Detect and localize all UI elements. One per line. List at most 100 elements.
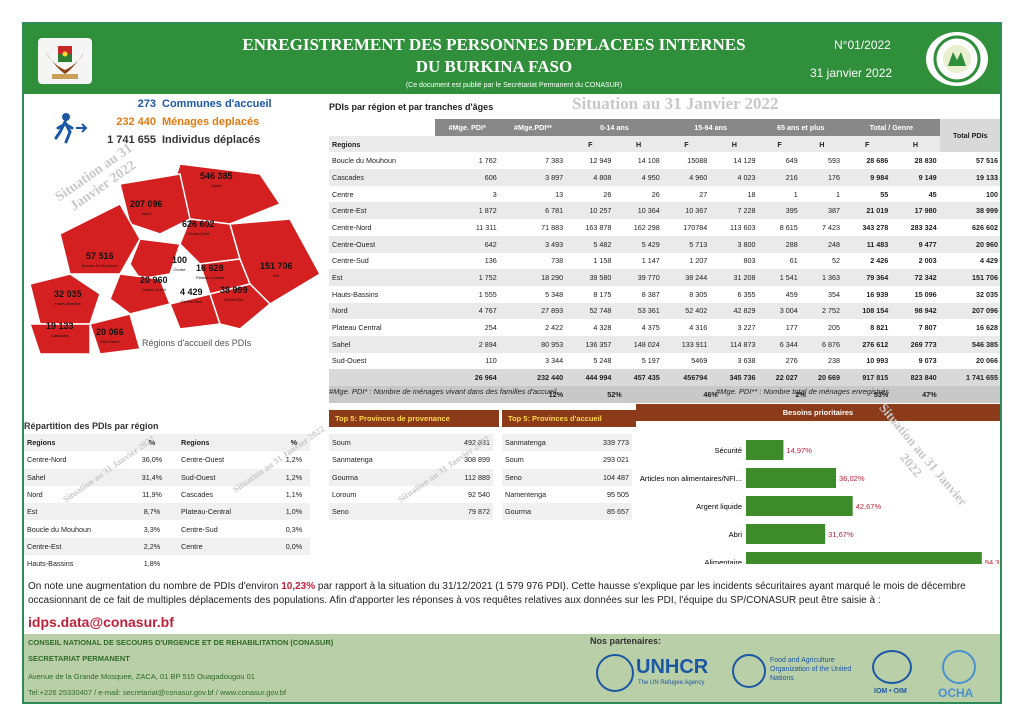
col-15-64: 15-64 ans — [662, 119, 759, 136]
table-row: Cascades 606 3 897 4 808 4 950 4 960 4 023 216 1… — [329, 169, 1000, 186]
list-item: Seno 79 872 — [329, 503, 493, 521]
infographic: ENREGISTREMENT DES PERSONNES DEPLACEES I… — [22, 22, 1002, 704]
pdi-region-table: #Mge. PDI* #Mge.PDI** 0-14 ans 15-64 ans… — [329, 119, 1000, 403]
footer-contact[interactable]: Tel:+226 25330407 / e-mail: secretariat@… — [28, 688, 287, 697]
footer-org: CONSEIL NATIONAL DE SECOURS D'URGENCE ET… — [28, 638, 334, 647]
table-row: Nord 11,9% Cascades 1,1% — [27, 490, 303, 500]
total-cell: 26 964 — [434, 369, 500, 386]
contact-email-link[interactable]: idps.data@conasur.bf — [28, 614, 174, 630]
col-mge-pdi2: #Mge.PDI** — [499, 119, 567, 136]
total-cell: 444 994 — [566, 369, 615, 386]
bar-3 — [746, 524, 826, 544]
note-mge2: #Mge. PDI** : Nombre total de ménages en… — [716, 387, 890, 396]
stat-menages: 232 440 Ménages deplacés — [116, 116, 260, 128]
conasur-logo — [924, 30, 990, 88]
list-item: Namentenga 95 505 — [505, 490, 629, 500]
table-row: Centre-Ouest 642 3 493 5 482 5 429 5 713 3 800… — [329, 235, 1000, 253]
pct-65: 2% — [758, 386, 843, 403]
bar-4 — [746, 552, 982, 572]
table-row: Est 1 752 18 290 39 580 39 770 38 244 31 208 1 … — [329, 269, 1000, 286]
total-cell: 20 669 — [800, 369, 843, 386]
total-cell: 823 840 — [891, 369, 940, 386]
table-row: Centre-Nord 36,0% Centre-Ouest 1,2% — [27, 455, 303, 465]
publisher-note: (Ce document est publié par le Secrétari… — [405, 82, 623, 89]
map-label-centre-sud: 4 429 Centre-Sud — [180, 287, 203, 305]
unhcr-icon — [596, 654, 634, 692]
bar-value-label: 14,97% — [786, 446, 812, 455]
watermark-table: Situation au 31 Janvier 2022 — [572, 94, 779, 113]
table-row: Centre-Est 1 872 6 781 10 257 10 364 10 367 7 … — [329, 202, 1000, 220]
walking-person-icon — [52, 112, 88, 151]
map-label-sud-ouest: 20 066 Sud-Ouest — [96, 327, 124, 345]
col-mge-pdi1: #Mge. PDI* — [434, 119, 500, 136]
header-banner: ENREGISTREMENT DES PERSONNES DEPLACEES I… — [24, 24, 1000, 94]
page-title: ENREGISTREMENT DES PERSONNES DEPLACEES I… — [242, 35, 746, 76]
pct-15-64: 46% — [662, 386, 759, 403]
list-item: Gourma 112 889 — [329, 468, 493, 486]
bar-value-label: 42,67% — [856, 502, 882, 511]
fao-icon — [732, 654, 766, 688]
total-cell: 22 027 — [758, 369, 801, 386]
map-label-centre-ouest: 20 960 Centre-Ouest — [140, 275, 168, 293]
footer-secretariat: SECRETARIAT PERMANENT — [28, 654, 130, 663]
map-label-plateau: 16 628 Plateau Central — [196, 263, 224, 281]
map-label-nord: 207 096 Nord — [130, 199, 163, 217]
table-row: Centre 3 13 26 26 27 18 1 1 55 45 100 — [332, 189, 998, 199]
table-row: Sud-Ouest 110 3 344 5 248 5 197 5469 3 638 276 2… — [332, 356, 998, 366]
footer-address: Avenue de la Grande Mosquee, ZACA, 01 BP… — [28, 672, 255, 681]
pct-f: 53% — [843, 386, 892, 403]
total-cell: 457 435 — [614, 369, 663, 386]
ocha-icon — [942, 650, 976, 684]
accueil-table: Sanmatenga 339 773 Soum 293 021 Seno 104 487 N… — [502, 434, 632, 521]
table-row: Centre-Est 2,2% Centre 0,0% — [24, 537, 310, 556]
list-item: Soum 293 021 — [505, 455, 629, 465]
table-row: Centre-Nord 11 311 71 883 163 878 162 298 170… — [332, 222, 998, 232]
table-row: Est 8,7% Plateau-Central 1,0% — [24, 503, 310, 521]
regions-map — [28, 163, 322, 355]
pct-h: 47% — [891, 386, 940, 403]
map-label-cascades: 19 133 Cascades — [46, 321, 74, 339]
bulletin-number: N°01/2022 — [834, 38, 891, 52]
bar-value-label: 94,32% — [985, 558, 1000, 564]
col-65plus: 65 ans et plus — [758, 119, 843, 136]
bar-category-label: Argent liquide — [696, 502, 742, 511]
list-item: Gourma 85 657 — [502, 503, 632, 521]
total-cell: 456794 — [662, 369, 711, 386]
pct-0-14: 52% — [566, 386, 663, 403]
accueil-header: Top 5: Provinces d'accueil — [502, 410, 636, 427]
list-item: Soum 492 831 — [329, 434, 493, 452]
map-label-hauts-bassins: 32 035 Hauts-Bassins — [54, 289, 82, 307]
table-row: Nord 4 767 27 893 52 748 53 361 52 402 42 829 3… — [329, 302, 1000, 320]
main-table-title: PDIs par région et par tranches d'âges — [329, 102, 494, 112]
provenance-header: Top 5: Provinces de provenance — [329, 410, 499, 427]
table-row: Boucle du Mouhoun 3,3% Centre-Sud 0,3% — [27, 524, 303, 534]
col-total-pdis: Total PDIs — [939, 119, 1000, 153]
bar-value-label: 31,67% — [828, 530, 854, 539]
summary-note: On note une augmentation du nombre de PD… — [28, 581, 966, 606]
iom-logo: IOM • OIM — [874, 688, 907, 695]
map-label-boucle: 57 516 Boucle du Mouhoun — [82, 251, 118, 269]
table-row: Hauts-Bassins 1 555 5 348 8 175 8 387 8 305 6 … — [332, 289, 998, 299]
unhcr-sub: The UN Refugee Agency — [638, 680, 705, 686]
bulletin-date: 31 janvier 2022 — [810, 66, 893, 80]
bar-2 — [746, 496, 853, 516]
unhcr-logo: UNHCR — [636, 656, 709, 678]
list-item: Seno 104 487 — [502, 468, 632, 486]
table-row: Boucle du Mouhoun 1 762 7 383 12 949 14 108 1… — [332, 156, 998, 166]
list-item: Sanmatenga 308 899 — [332, 455, 490, 465]
coat-of-arms-logo — [38, 38, 92, 84]
besoins-header: Besoins prioritaires — [636, 404, 1000, 421]
table-row: Sahel 2 894 80 953 136 357 148 024 133 911 114… — [329, 335, 1000, 353]
total-cell: 345 736 — [710, 369, 759, 386]
col-0-14: 0-14 ans — [566, 119, 663, 136]
repartition-title: Répartition des PDIs par région — [24, 421, 159, 431]
stat-communes: 273 Communes d'accueil — [137, 98, 272, 110]
bar-0 — [746, 440, 784, 460]
bar-1 — [746, 468, 837, 488]
map-label-centre: 100 Centre — [172, 255, 188, 273]
total-cell: 232 440 — [499, 369, 567, 386]
iom-icon — [872, 650, 912, 684]
note-mge1: #Mge. PDI* : Nombre de ménages vivant da… — [329, 387, 557, 396]
footer: CONSEIL NATIONAL DE SECOURS D'URGENCE ET… — [24, 634, 1000, 702]
map-caption: Régions d'accueil des PDIs — [142, 338, 252, 348]
